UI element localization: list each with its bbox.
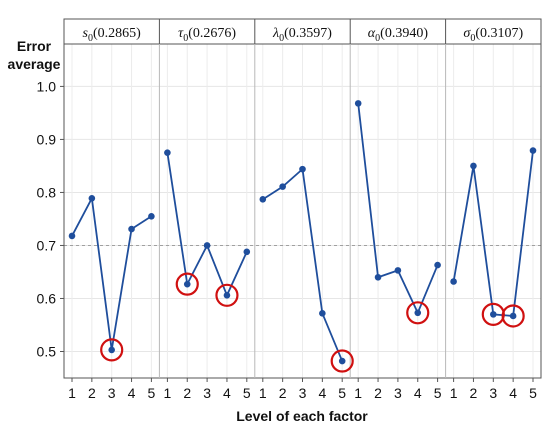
panel-header-3: λ0(0.3597) — [272, 26, 332, 44]
data-point — [354, 100, 362, 107]
x-tick-label: 1 — [68, 385, 76, 401]
panel-header-4: α0(0.3940) — [368, 26, 429, 44]
data-point — [319, 310, 326, 317]
data-point — [128, 225, 135, 233]
data-point — [529, 147, 537, 154]
y-tick-label: 1.0 — [37, 78, 57, 94]
header-symbol: s — [83, 26, 89, 41]
data-point — [279, 183, 286, 190]
y-axis-title-line2: average — [8, 56, 61, 72]
y-tick-label: 0.7 — [37, 237, 57, 253]
header-value: (0.3107) — [475, 26, 523, 41]
x-tick-label: 3 — [108, 385, 116, 401]
panel-header-2: τ0(0.2676) — [178, 26, 236, 44]
highlight-circle — [100, 338, 124, 362]
x-tick-label: 3 — [394, 385, 402, 401]
data-point — [183, 280, 191, 288]
data-point — [434, 261, 441, 269]
y-tick-label: 0.9 — [37, 131, 57, 147]
header-subscript: 0 — [279, 33, 284, 44]
x-tick-label: 3 — [203, 385, 211, 401]
y-tick-label: 0.6 — [37, 290, 57, 306]
data-point — [164, 149, 171, 156]
y-axis-title-line1: Error — [17, 38, 52, 54]
data-point — [299, 165, 306, 173]
x-tick-label: 5 — [148, 385, 156, 401]
y-tick-label: 0.8 — [37, 184, 57, 200]
data-point — [148, 213, 155, 220]
x-tick-label: 2 — [470, 385, 478, 401]
highlight-circle — [175, 272, 199, 296]
header-subscript: 0 — [375, 33, 380, 44]
data-point — [203, 242, 211, 249]
gridlines — [64, 44, 541, 378]
x-tick-label: 4 — [318, 385, 326, 401]
highlight-circle — [501, 304, 525, 328]
x-tick-label: 4 — [223, 385, 231, 401]
data-point — [88, 194, 96, 202]
x-axis-title: Level of each factor — [236, 408, 368, 424]
highlight-circle — [406, 301, 430, 325]
x-tick-label: 2 — [279, 385, 287, 401]
data-point — [450, 278, 457, 285]
x-tick-label: 2 — [88, 385, 96, 401]
header-value: (0.2676) — [188, 26, 236, 41]
data-point — [374, 273, 382, 281]
data-point — [509, 312, 517, 320]
x-tick-label: 2 — [374, 385, 382, 401]
data-point — [338, 357, 346, 365]
header-symbol: τ — [178, 26, 184, 41]
data-point — [243, 248, 251, 256]
header-symbol: σ — [463, 26, 471, 41]
data-point — [223, 291, 231, 299]
highlight-circle — [215, 283, 239, 307]
x-tick-label: 3 — [489, 385, 497, 401]
data-point — [68, 232, 76, 240]
data-point — [108, 346, 115, 354]
y-tick-label: 0.5 — [37, 343, 57, 359]
x-tick-label: 3 — [299, 385, 307, 401]
data-point — [394, 267, 402, 274]
x-tick-label: 1 — [450, 385, 458, 401]
header-subscript: 0 — [470, 33, 475, 44]
panel-header-1: s0(0.2865) — [83, 26, 142, 44]
header-value: (0.3940) — [380, 26, 428, 41]
data-point — [490, 311, 497, 318]
axes: 0.50.60.70.80.91.01 2 3 4 5 1 2 3 4 5 1 2 3 4 5 1 2 3 4 5 1 2… — [37, 78, 538, 401]
data-point — [259, 196, 267, 203]
x-tick-label: 4 — [414, 385, 422, 401]
panel-headers: s0(0.2865) τ0(0.2676) λ0(0.3597) α0(0.3940)… — [83, 26, 524, 44]
panel-header-5: σ0(0.3107) — [463, 26, 523, 44]
x-tick-label: 2 — [183, 385, 191, 401]
x-tick-label: 5 — [243, 385, 251, 401]
data-series — [68, 100, 537, 373]
x-tick-label: 5 — [338, 385, 346, 401]
header-value: (0.3597) — [284, 26, 332, 41]
highlight-circle — [330, 349, 354, 373]
header-value: (0.2865) — [93, 26, 141, 41]
header-symbol: λ — [272, 26, 279, 41]
x-tick-label: 4 — [128, 385, 136, 401]
header-subscript: 0 — [88, 33, 93, 44]
x-tick-label: 5 — [434, 385, 442, 401]
data-point — [470, 162, 477, 170]
header-subscript: 0 — [183, 33, 188, 44]
x-tick-label: 4 — [509, 385, 517, 401]
x-tick-label: 1 — [259, 385, 267, 401]
header-symbol: α — [368, 26, 376, 41]
x-tick-label: 5 — [529, 385, 537, 401]
x-tick-label: 1 — [354, 385, 362, 401]
data-point — [414, 309, 422, 317]
x-tick-label: 1 — [164, 385, 172, 401]
